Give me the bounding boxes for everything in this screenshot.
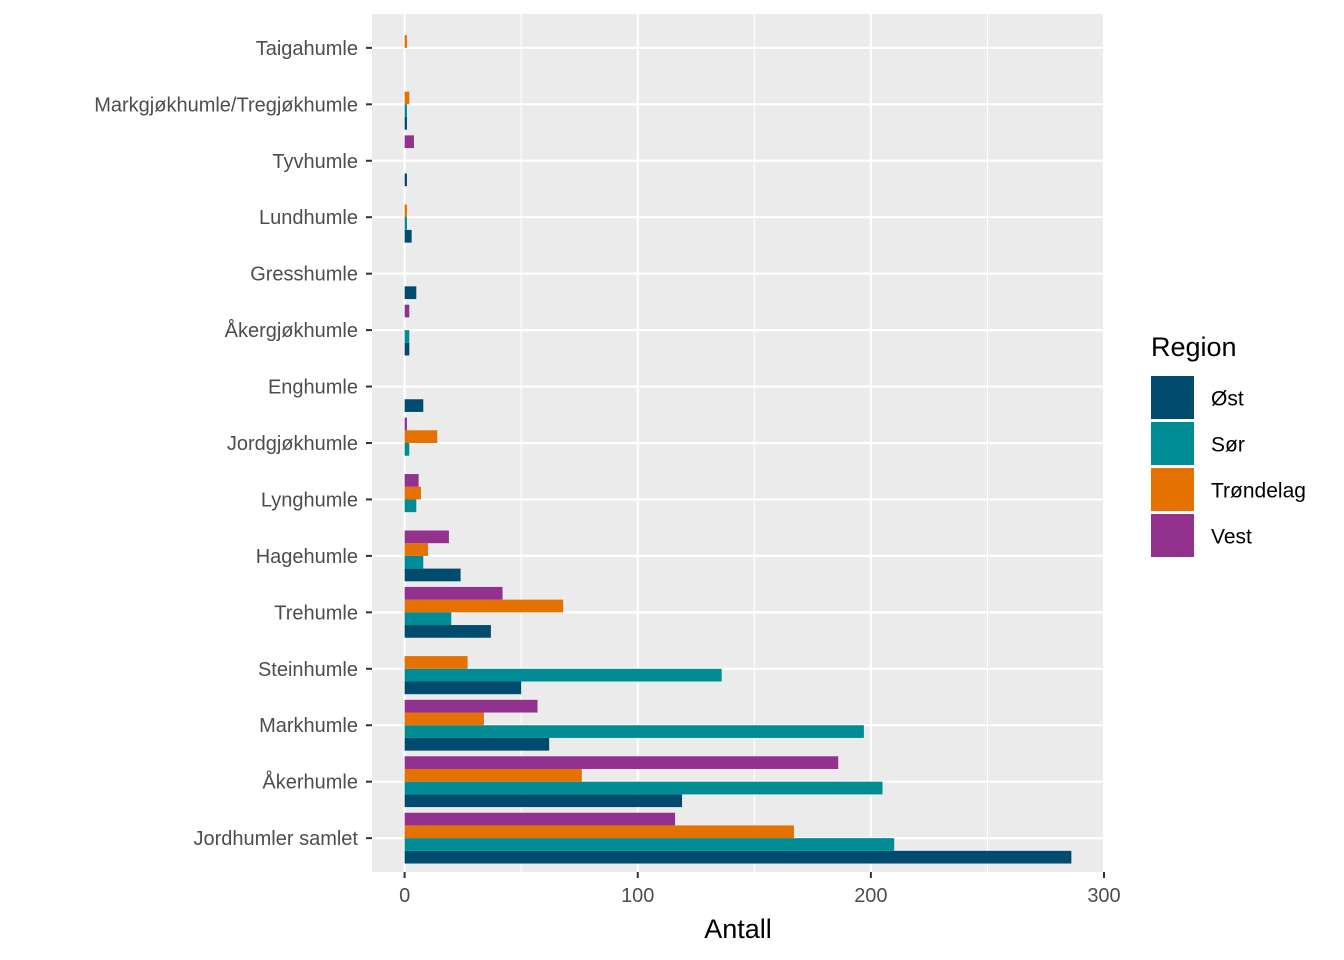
- y-tick-label: Gresshumle: [250, 264, 358, 286]
- legend-key: [1151, 514, 1194, 557]
- bar: [404, 812, 676, 826]
- bar: [404, 135, 414, 149]
- bar: [404, 530, 449, 544]
- bar: [404, 35, 407, 48]
- bar: [404, 543, 428, 556]
- bars: [404, 35, 1072, 864]
- y-tick-label: Åkergjøkhumle: [225, 319, 358, 342]
- bar: [404, 204, 407, 218]
- legend-label: Sør: [1211, 434, 1245, 457]
- bar: [404, 825, 794, 839]
- bar: [404, 474, 419, 487]
- bar: [404, 286, 417, 300]
- y-axis: Taigahumle Markgjøkhumle/Tregjøkhumle Tyvh…: [94, 38, 372, 850]
- bar: [404, 699, 538, 713]
- bar: [404, 625, 491, 638]
- bar: [404, 104, 407, 118]
- bar: [404, 399, 424, 412]
- legend-key: [1151, 422, 1194, 465]
- bar: [404, 417, 407, 431]
- legend-key: [1151, 468, 1194, 511]
- legend: Region Øst Sør Trøndelag Vest: [1151, 332, 1306, 557]
- bar: [404, 768, 582, 782]
- bar: [404, 781, 883, 795]
- bar: [404, 229, 412, 243]
- bar: [404, 173, 407, 187]
- y-tick-label: Tyvhumle: [272, 151, 358, 173]
- legend-label: Vest: [1211, 526, 1252, 549]
- legend-label: Trøndelag: [1211, 480, 1306, 503]
- legend-key: [1151, 376, 1194, 419]
- y-tick-label: Jordgjøkhumle: [227, 433, 358, 455]
- bar: [404, 555, 424, 569]
- bar: [404, 342, 410, 356]
- bar: [404, 586, 503, 600]
- y-tick-label: Lynghumle: [261, 489, 358, 511]
- y-tick-label: Markgjøkhumle/Tregjøkhumle: [94, 94, 358, 116]
- x-tick-label: 100: [621, 885, 654, 907]
- y-tick-label: Jordhumler samlet: [193, 828, 358, 850]
- x-tick-label: 300: [1087, 885, 1120, 907]
- bar: [404, 304, 410, 318]
- bar: [404, 681, 522, 695]
- bar: [404, 91, 410, 105]
- y-tick-label: Markhumle: [259, 715, 358, 737]
- bar: [404, 712, 484, 726]
- y-tick-label: Hagehumle: [256, 546, 358, 568]
- bar: [404, 656, 468, 669]
- bar: [404, 668, 722, 682]
- bar: [404, 217, 407, 230]
- bar: [404, 486, 421, 500]
- bar: [404, 850, 1072, 864]
- bar: [404, 756, 839, 769]
- x-axis: 0 100 200 300: [399, 872, 1121, 907]
- bar: [404, 568, 461, 582]
- bar: [404, 430, 438, 443]
- bar: [404, 443, 410, 456]
- bar: [404, 117, 407, 130]
- bar: [404, 737, 550, 751]
- legend-title: Region: [1151, 332, 1237, 362]
- bar: [404, 599, 564, 613]
- y-tick-label: Taigahumle: [256, 38, 358, 60]
- bar: [404, 612, 452, 626]
- x-tick-label: 200: [854, 885, 887, 907]
- bar: [404, 794, 683, 808]
- bar: [404, 330, 410, 343]
- bar: [404, 838, 895, 851]
- y-tick-label: Enghumle: [268, 377, 358, 399]
- bar: [404, 725, 864, 738]
- y-tick-label: Lundhumle: [259, 207, 358, 229]
- y-tick-label: Åkerhumle: [262, 771, 358, 794]
- y-tick-label: Trehumle: [274, 602, 358, 624]
- bar: [404, 499, 417, 513]
- x-tick-label: 0: [399, 885, 410, 907]
- x-axis-title: Antall: [704, 914, 772, 944]
- y-tick-label: Steinhumle: [258, 659, 358, 681]
- legend-label: Øst: [1211, 388, 1244, 411]
